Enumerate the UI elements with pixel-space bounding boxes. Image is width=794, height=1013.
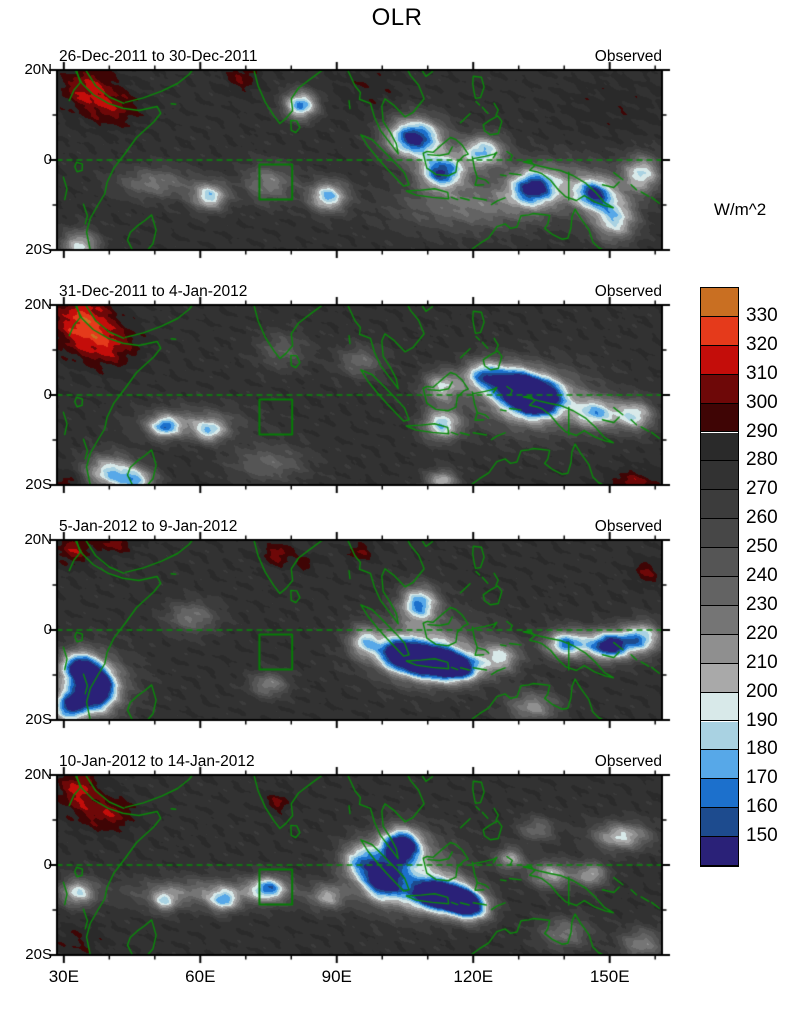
colorbar-cell <box>701 432 738 462</box>
panel-date-range-label: 5-Jan-2012 to 9-Jan-2012 <box>59 518 238 535</box>
latitude-tick-label: 0 <box>43 386 52 403</box>
colorbar-tick-label: 230 <box>746 593 778 615</box>
colorbar-cell <box>701 634 738 664</box>
olr-map-canvas <box>43 526 676 734</box>
colorbar-cell <box>701 750 738 780</box>
colorbar-tick-label: 320 <box>746 333 778 355</box>
figure-title: OLR <box>371 4 423 31</box>
longitude-tick-label: 120E <box>453 967 494 986</box>
colorbar-cell <box>701 779 738 809</box>
colorbar-tick-label: 180 <box>746 738 778 760</box>
colorbar <box>700 287 739 867</box>
map-panel <box>43 56 676 264</box>
latitude-tick-label: 20N <box>24 766 52 783</box>
olr-map-canvas <box>43 56 676 264</box>
latitude-tick-label: 20S <box>25 711 52 728</box>
longitude-tick-label: 60E <box>185 967 216 986</box>
colorbar-tick-label: 210 <box>746 651 778 673</box>
colorbar-tick-label: 300 <box>746 391 778 413</box>
colorbar-tick-label: 270 <box>746 478 778 500</box>
map-panel <box>43 291 676 499</box>
colorbar-cell <box>701 345 738 375</box>
latitude-tick-label: 20S <box>25 241 52 258</box>
colorbar-tick-label: 150 <box>746 825 778 847</box>
colorbar-tick-label: 160 <box>746 796 778 818</box>
panel-source-label: Observed <box>594 283 662 300</box>
colorbar-tick-label: 220 <box>746 622 778 644</box>
colorbar-cell <box>701 288 738 317</box>
colorbar-cell <box>701 577 738 606</box>
panel-source-label: Observed <box>594 753 662 770</box>
colorbar-units-label: W/m^2 <box>713 200 767 219</box>
colorbar-tick-label: 200 <box>746 680 778 702</box>
colorbar-cell <box>701 837 738 866</box>
latitude-tick-label: 20S <box>25 946 52 963</box>
colorbar-cell <box>701 374 738 404</box>
colorbar-tick-label: 280 <box>746 449 778 471</box>
olr-map-canvas <box>43 291 676 499</box>
panel-date-range-label: 26-Dec-2011 to 30-Dec-2011 <box>59 48 258 65</box>
colorbar-tick-label: 170 <box>746 767 778 789</box>
latitude-tick-label: 0 <box>43 856 52 873</box>
longitude-tick-label: 90E <box>321 967 352 986</box>
colorbar-cell <box>701 808 738 838</box>
panel-source-label: Observed <box>594 48 662 65</box>
colorbar-tick-label: 250 <box>746 536 778 558</box>
latitude-tick-label: 20S <box>25 476 52 493</box>
colorbar-tick-label: 240 <box>746 565 778 586</box>
latitude-tick-label: 20N <box>24 296 52 313</box>
colorbar-cell <box>701 403 738 433</box>
colorbar-cell <box>701 663 738 693</box>
colorbar-cell <box>701 316 738 346</box>
colorbar-cell <box>701 721 738 751</box>
colorbar-cell <box>701 519 738 549</box>
colorbar-tick-label: 290 <box>746 420 778 442</box>
colorbar-cell <box>701 605 738 635</box>
colorbar-cell <box>701 490 738 520</box>
latitude-tick-label: 20N <box>24 61 52 78</box>
panel-source-label: Observed <box>594 518 662 535</box>
panel-date-range-label: 10-Jan-2012 to 14-Jan-2012 <box>59 753 255 770</box>
latitude-tick-label: 0 <box>43 621 52 638</box>
panel-date-range-label: 31-Dec-2011 to 4-Jan-2012 <box>59 283 248 300</box>
map-panel <box>43 526 676 734</box>
longitude-tick-label: 150E <box>589 967 630 986</box>
latitude-tick-label: 20N <box>24 531 52 548</box>
map-panel <box>43 761 676 969</box>
colorbar-tick-label: 260 <box>746 507 778 529</box>
colorbar-tick-label: 330 <box>746 304 778 326</box>
colorbar-tick-label: 310 <box>746 362 778 384</box>
colorbar-tick-label: 190 <box>746 709 778 731</box>
colorbar-cell <box>701 692 738 722</box>
colorbar-cell <box>701 548 738 577</box>
latitude-tick-label: 0 <box>43 151 52 168</box>
longitude-tick-label: 30E <box>48 967 79 986</box>
colorbar-cell <box>701 461 738 491</box>
olr-map-canvas <box>43 761 676 969</box>
